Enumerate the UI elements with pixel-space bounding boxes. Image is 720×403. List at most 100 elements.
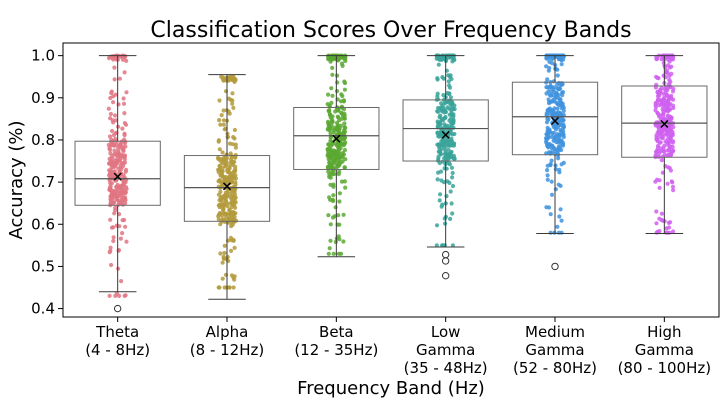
data-point xyxy=(216,192,221,197)
data-point xyxy=(550,99,556,104)
data-point xyxy=(123,190,128,196)
data-point xyxy=(220,150,225,155)
data-point xyxy=(556,230,562,235)
data-point xyxy=(107,293,112,298)
data-point xyxy=(443,144,449,149)
data-point xyxy=(230,91,235,96)
data-point xyxy=(559,129,564,134)
data-point xyxy=(654,230,659,235)
data-point xyxy=(112,113,118,118)
data-point xyxy=(553,163,558,168)
data-point xyxy=(218,222,223,227)
data-point xyxy=(545,136,550,141)
data-point xyxy=(222,250,227,256)
data-point xyxy=(216,139,221,144)
data-point xyxy=(451,153,456,158)
data-point xyxy=(225,75,230,80)
data-point xyxy=(670,184,676,189)
data-point xyxy=(122,293,127,298)
x-axis-label: Frequency Band (Hz) xyxy=(297,378,485,399)
data-point xyxy=(108,116,113,121)
data-point xyxy=(232,136,237,141)
data-point xyxy=(333,239,338,245)
data-point xyxy=(233,176,238,181)
data-point xyxy=(326,108,331,113)
data-point xyxy=(547,65,552,71)
data-point xyxy=(660,100,665,105)
data-point xyxy=(233,173,238,178)
data-point xyxy=(664,92,669,97)
data-point xyxy=(113,205,118,210)
data-point xyxy=(331,130,336,135)
data-point xyxy=(217,163,222,168)
x-tick-label-line: Gamma xyxy=(525,341,584,359)
data-point xyxy=(226,96,231,101)
data-point xyxy=(229,155,234,160)
data-point xyxy=(342,121,347,126)
data-point xyxy=(343,185,348,190)
data-point xyxy=(339,251,344,256)
data-point xyxy=(217,285,222,290)
data-point xyxy=(109,262,114,268)
data-point xyxy=(666,118,671,123)
data-point xyxy=(222,243,227,248)
mean-marker-stroke-b xyxy=(222,182,232,191)
data-point xyxy=(435,177,440,182)
data-point xyxy=(227,171,232,176)
data-point xyxy=(446,73,451,78)
data-point xyxy=(663,70,669,75)
data-point xyxy=(559,100,564,105)
data-point xyxy=(330,119,335,124)
data-point xyxy=(225,180,230,185)
data-point xyxy=(230,98,235,103)
data-point xyxy=(327,195,332,200)
data-point xyxy=(118,143,123,148)
data-point xyxy=(556,93,561,98)
data-point xyxy=(233,145,238,150)
box-group-6 xyxy=(621,53,708,235)
data-point xyxy=(546,97,551,102)
data-point xyxy=(118,183,123,188)
data-point xyxy=(123,180,128,185)
data-point xyxy=(106,106,111,111)
data-point xyxy=(669,115,674,120)
data-point xyxy=(337,169,342,174)
data-point xyxy=(339,111,344,116)
data-point xyxy=(546,129,551,135)
data-point xyxy=(450,175,455,180)
data-point xyxy=(335,124,340,129)
jitter-points-2 xyxy=(216,74,239,290)
data-point xyxy=(545,177,550,182)
data-point xyxy=(443,151,448,156)
data-point xyxy=(434,243,439,248)
data-point xyxy=(452,131,457,137)
data-point xyxy=(436,62,441,67)
data-point xyxy=(671,229,676,234)
data-point xyxy=(342,87,347,92)
data-point xyxy=(223,193,228,198)
data-point xyxy=(551,109,556,114)
data-point xyxy=(110,128,115,134)
data-point xyxy=(233,205,238,210)
mean-marker-stroke-b xyxy=(332,134,341,143)
data-point xyxy=(545,168,550,173)
data-point xyxy=(447,85,453,90)
data-point xyxy=(664,132,669,137)
data-point xyxy=(553,124,558,129)
data-point xyxy=(555,151,560,156)
data-point xyxy=(449,138,454,144)
box xyxy=(621,85,708,158)
data-point xyxy=(330,215,336,220)
y-tick-label: 1.0 xyxy=(31,47,55,65)
data-point xyxy=(554,101,560,106)
data-point xyxy=(227,166,232,171)
mean-marker-stroke-b xyxy=(441,130,450,139)
data-point xyxy=(654,209,659,214)
data-point xyxy=(113,136,118,142)
x-tick-label-line: (8 - 12Hz) xyxy=(190,341,264,359)
y-tick-label: 0.7 xyxy=(31,173,55,191)
data-point xyxy=(223,174,228,180)
data-point xyxy=(342,56,347,61)
data-point xyxy=(549,158,554,163)
data-point xyxy=(109,55,115,60)
